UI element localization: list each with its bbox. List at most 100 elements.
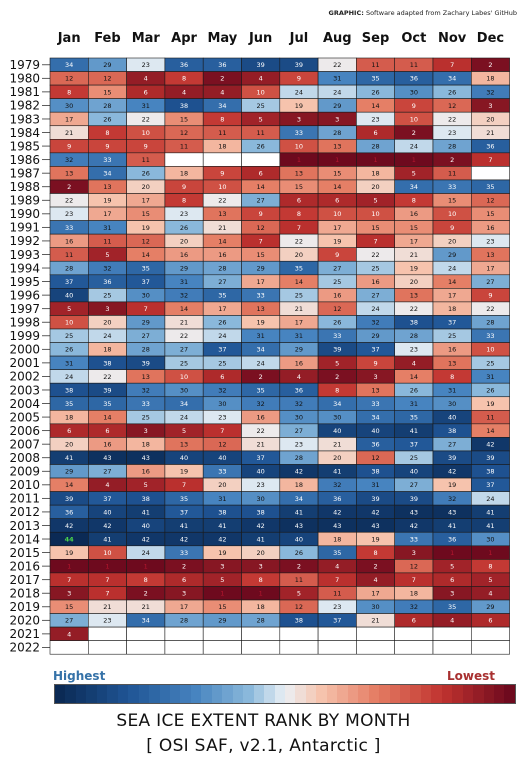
cell-value-label: 22 (257, 427, 265, 435)
cell-value-label: 25 (103, 292, 111, 300)
cell-value-label: 27 (448, 441, 456, 449)
year-label-1980: 1980 (9, 72, 40, 86)
chart-title: SEA ICE EXTENT RANK BY MONTH (116, 711, 411, 731)
cell-value-label: 35 (410, 413, 418, 421)
heatmap-cell (394, 640, 434, 655)
cell-value-label: 12 (257, 224, 265, 232)
cell-value-label: 35 (371, 75, 379, 83)
cell-value-label: 41 (486, 508, 494, 516)
cell-value-label: 12 (218, 441, 226, 449)
year-label-1989: 1989 (9, 194, 40, 208)
cell-value-label: 12 (295, 603, 303, 611)
colorbar (54, 684, 516, 704)
cell-value-label: 15 (371, 224, 379, 232)
cell-value-label: 31 (371, 481, 379, 489)
cell-value-label: 24 (103, 332, 111, 340)
cell-value-label: 24 (333, 88, 341, 96)
cell-value-label: 18 (218, 142, 226, 150)
cell-value-label: 8 (488, 563, 492, 571)
cell-value-label: 28 (103, 102, 111, 110)
cell-value-label: 2 (144, 590, 148, 598)
cell-value-label: 43 (448, 508, 456, 516)
cell-value-label: 43 (295, 522, 303, 530)
cell-value-label: 34 (142, 617, 150, 625)
cell-value-label: 13 (410, 292, 418, 300)
cell-value-label: 7 (297, 224, 301, 232)
cell-value-label: 19 (333, 237, 341, 245)
cell-value-label: 18 (333, 535, 341, 543)
cell-value-label: 7 (412, 576, 416, 584)
cell-value-label: 41 (486, 522, 494, 530)
cell-value-label: 23 (65, 210, 73, 218)
cell-value-label: 21 (333, 441, 341, 449)
cell-value-label: 4 (297, 373, 301, 381)
year-label-2000: 2000 (9, 343, 40, 357)
cell-value-label: 42 (448, 468, 456, 476)
cell-value-label: 28 (142, 346, 150, 354)
cell-value-label: 3 (412, 549, 416, 557)
cell-value-label: 16 (142, 468, 150, 476)
cell-value-label: 6 (488, 617, 492, 625)
colorbar-swatch (441, 685, 453, 703)
cell-value-label: 33 (486, 332, 494, 340)
cell-value-label: 12 (410, 563, 418, 571)
year-label-1982: 1982 (9, 99, 40, 113)
cell-value-label: 25 (257, 102, 265, 110)
credit-label: GRAPHIC: (328, 9, 364, 17)
cell-value-label: 32 (65, 156, 73, 164)
cell-value-label: 41 (333, 468, 341, 476)
cell-value-label: 39 (295, 61, 303, 69)
cell-value-label: 26 (410, 386, 418, 394)
cell-value-label: 14 (142, 251, 150, 259)
colorbar-swatch (462, 685, 474, 703)
cell-value-label: 29 (448, 251, 456, 259)
cell-value-label: 20 (218, 481, 226, 489)
cell-value-label: 44 (65, 535, 75, 543)
cell-value-label: 16 (410, 210, 418, 218)
cell-value-label: 4 (488, 590, 492, 598)
cell-value-label: 26 (448, 88, 456, 96)
legend-highest-label: Highest (53, 669, 106, 683)
cell-value-label: 40 (218, 454, 226, 462)
cell-value-label: 10 (295, 142, 303, 150)
cell-value-label: 28 (180, 617, 188, 625)
cell-value-label: 12 (65, 75, 73, 83)
cell-value-label: 3 (105, 305, 109, 313)
cell-value-label: 21 (295, 305, 303, 313)
cell-value-label: 6 (182, 576, 186, 584)
cell-value-label: 15 (410, 224, 418, 232)
cell-value-label: 17 (333, 224, 341, 232)
year-label-2015: 2015 (9, 546, 40, 560)
cell-value-label: 30 (142, 292, 150, 300)
cell-value-label: 26 (103, 115, 111, 123)
cell-value-label: 2 (488, 61, 492, 69)
cell-value-label: 34 (103, 170, 111, 178)
cell-value-label: 32 (103, 264, 111, 272)
cell-value-label: 10 (103, 549, 111, 557)
colorbar-swatch (243, 685, 254, 703)
month-label-feb: Feb (94, 31, 120, 46)
cell-value-label: 39 (448, 454, 456, 462)
cell-value-label: 33 (65, 224, 73, 232)
cell-value-label: 38 (371, 468, 379, 476)
colorbar-swatch (316, 685, 327, 703)
cell-value-label: 20 (103, 319, 111, 327)
heatmap-cell (470, 166, 510, 181)
cell-value-label: 8 (182, 197, 186, 205)
cell-value-label: 38 (410, 319, 418, 327)
cell-value-label: 35 (486, 183, 494, 191)
cell-value-label: 1 (259, 590, 263, 598)
heatmap-cell (202, 640, 242, 655)
cell-value-label: 23 (218, 413, 226, 421)
cell-value-label: 28 (257, 617, 265, 625)
cell-value-label: 5 (182, 427, 186, 435)
cell-value-label: 1 (105, 563, 109, 571)
cell-value-label: 13 (448, 359, 456, 367)
cell-value-label: 39 (142, 359, 150, 367)
cell-value-label: 27 (410, 481, 418, 489)
year-label-1998: 1998 (9, 316, 40, 330)
cell-value-label: 25 (371, 264, 379, 272)
cell-value-label: 15 (142, 210, 150, 218)
cell-value-label: 5 (105, 251, 109, 259)
cell-value-label: 17 (257, 278, 265, 286)
